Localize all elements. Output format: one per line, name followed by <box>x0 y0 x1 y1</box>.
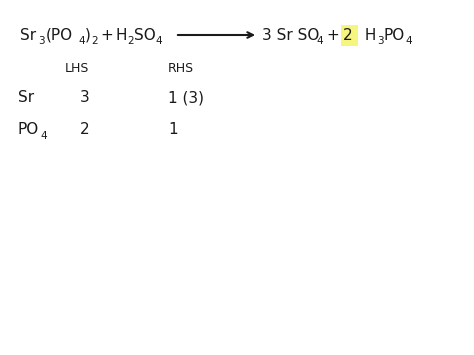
Text: ): ) <box>85 27 91 43</box>
FancyBboxPatch shape <box>341 24 358 45</box>
Text: Sr: Sr <box>20 27 36 43</box>
Text: RHS: RHS <box>168 61 194 75</box>
Text: 1 (3): 1 (3) <box>168 91 204 105</box>
Text: 4: 4 <box>40 131 46 141</box>
Text: PO: PO <box>384 27 405 43</box>
Text: 2: 2 <box>91 36 98 46</box>
Text: 4: 4 <box>316 36 323 46</box>
Text: LHS: LHS <box>65 61 90 75</box>
Text: 3: 3 <box>377 36 383 46</box>
Text: PO: PO <box>18 122 39 137</box>
Text: H: H <box>360 27 376 43</box>
Text: SO: SO <box>134 27 156 43</box>
Text: Sr: Sr <box>18 91 34 105</box>
Text: (PO: (PO <box>46 27 73 43</box>
Text: +: + <box>326 27 339 43</box>
Text: 1: 1 <box>168 122 178 137</box>
Text: +: + <box>100 27 113 43</box>
Text: 4: 4 <box>78 36 85 46</box>
Text: 2: 2 <box>80 122 90 137</box>
Text: 3: 3 <box>38 36 45 46</box>
Text: 2: 2 <box>343 27 353 43</box>
Text: 3: 3 <box>80 91 90 105</box>
Text: 2: 2 <box>127 36 134 46</box>
Text: 4: 4 <box>405 36 411 46</box>
Text: 4: 4 <box>155 36 162 46</box>
Text: H: H <box>116 27 128 43</box>
Text: 3 Sr SO: 3 Sr SO <box>262 27 319 43</box>
